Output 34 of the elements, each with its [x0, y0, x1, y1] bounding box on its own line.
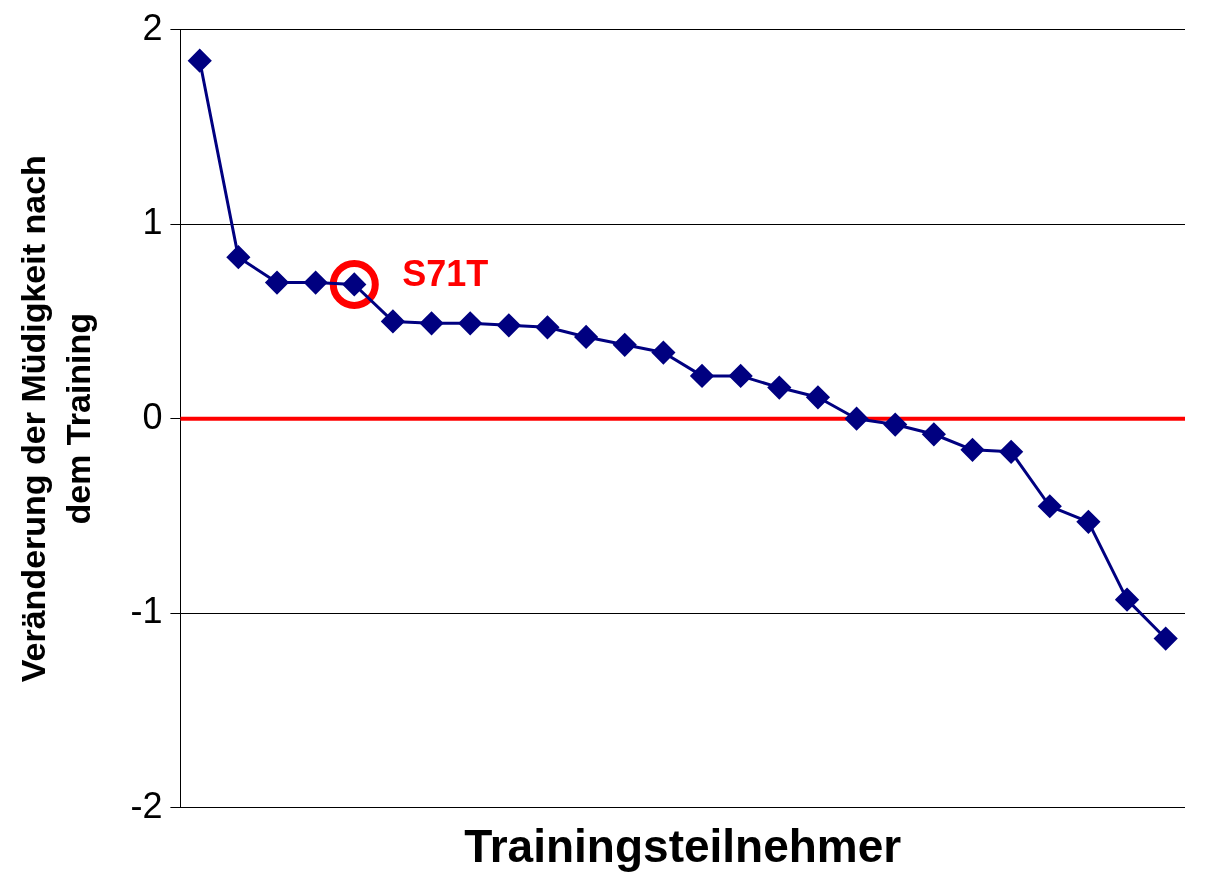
point — [960, 438, 984, 462]
y-tick-label: 0 — [142, 395, 163, 437]
y-axis-title: Veränderung der Müdigkeit nach dem Training — [14, 155, 97, 683]
point — [729, 364, 753, 388]
y-tick-label: 1 — [142, 201, 163, 243]
point — [999, 440, 1023, 464]
point — [574, 325, 598, 349]
point — [497, 313, 521, 337]
point — [922, 422, 946, 446]
point — [420, 311, 444, 335]
point — [845, 407, 869, 431]
point — [651, 341, 675, 365]
point — [767, 376, 791, 400]
point — [535, 315, 559, 339]
y-tick-label: -2 — [130, 784, 163, 826]
point — [613, 333, 637, 357]
point — [226, 245, 250, 269]
point — [381, 309, 405, 333]
point — [188, 49, 212, 73]
point — [304, 271, 328, 295]
point — [806, 385, 830, 409]
point — [329, 259, 379, 309]
point — [883, 413, 907, 437]
point — [1076, 510, 1100, 534]
point — [458, 311, 482, 335]
point — [1154, 627, 1178, 651]
point — [690, 364, 714, 388]
point — [1115, 588, 1139, 612]
y-tick-label: -1 — [130, 590, 163, 632]
annotation: S71T — [402, 253, 489, 295]
point — [265, 271, 289, 295]
point — [1038, 494, 1062, 518]
y-tick-label: 2 — [142, 6, 163, 48]
x-axis-title: Trainingsteilnehmer — [464, 820, 902, 873]
